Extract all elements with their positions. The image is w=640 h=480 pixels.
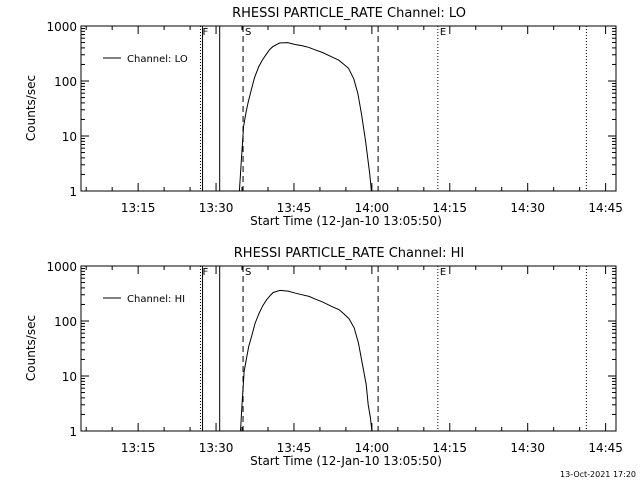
y-tick-label: 1 bbox=[69, 425, 77, 439]
x-tick-label: 14:45 bbox=[588, 441, 623, 455]
x-tick-label: 14:00 bbox=[355, 201, 390, 215]
y-tick-label: 1000 bbox=[46, 20, 77, 34]
marker-flag-label: S bbox=[245, 27, 251, 38]
x-axis-label: Start Time (12-Jan-10 13:05:50) bbox=[250, 214, 442, 228]
y-tick-label: 10 bbox=[62, 130, 77, 144]
x-axis-label: Start Time (12-Jan-10 13:05:50) bbox=[250, 454, 442, 468]
marker-flag-label: F bbox=[202, 27, 208, 38]
chart-panel-hi: RHESSI PARTICLE_RATE Channel: HI 1101001… bbox=[24, 246, 623, 468]
chart-title: RHESSI PARTICLE_RATE Channel: HI bbox=[234, 246, 464, 261]
series-line bbox=[240, 289, 373, 432]
chart-title: RHESSI PARTICLE_RATE Channel: LO bbox=[232, 6, 466, 21]
footer-timestamp: 13-Oct-2021 17:20 bbox=[560, 470, 636, 479]
y-tick-label: 1000 bbox=[46, 260, 77, 274]
x-tick-label: 13:15 bbox=[121, 201, 156, 215]
y-tick-label: 10 bbox=[62, 370, 77, 384]
x-tick-label: 13:30 bbox=[199, 201, 234, 215]
x-tick-label: 14:00 bbox=[355, 441, 390, 455]
x-ticks: 13:15 13:30 13:45 14:00 14:15 14:30 14:45 bbox=[85, 26, 623, 215]
legend-entry: Channel: LO bbox=[127, 54, 188, 65]
x-tick-label: 13:30 bbox=[199, 441, 234, 455]
x-tick-label: 14:30 bbox=[510, 201, 545, 215]
marker-flag-label: E bbox=[440, 267, 446, 278]
x-ticks: 13:15 13:30 13:45 14:00 14:15 14:30 14:45 bbox=[85, 266, 623, 455]
y-axis-label: Counts/sec bbox=[24, 75, 38, 141]
x-tick-label: 14:15 bbox=[432, 441, 467, 455]
legend-entry: Channel: HI bbox=[127, 294, 185, 305]
y-ticks: 1 10 100 1000 bbox=[46, 260, 616, 439]
series-lines bbox=[238, 42, 372, 192]
marker-flag-label: F bbox=[202, 267, 208, 278]
series-line bbox=[238, 42, 372, 192]
y-tick-label: 1 bbox=[69, 185, 77, 199]
x-tick-label: 13:15 bbox=[121, 441, 156, 455]
x-tick-label: 13:45 bbox=[277, 441, 312, 455]
y-ticks: 1 10 100 1000 bbox=[46, 20, 616, 199]
series-lines bbox=[240, 289, 373, 432]
plot-frame bbox=[80, 265, 617, 432]
y-tick-label: 100 bbox=[54, 315, 77, 329]
marker-flag-label: E bbox=[440, 27, 446, 38]
y-tick-label: 100 bbox=[54, 75, 77, 89]
x-tick-label: 14:30 bbox=[510, 441, 545, 455]
y-axis-label: Counts/sec bbox=[24, 315, 38, 381]
marker-flag-label: S bbox=[245, 267, 251, 278]
x-tick-label: 14:15 bbox=[432, 201, 467, 215]
chart-panel-lo: RHESSI PARTICLE_RATE Channel: LO 1101001… bbox=[24, 6, 623, 228]
plot-frame bbox=[80, 25, 617, 192]
x-tick-label: 13:45 bbox=[277, 201, 312, 215]
x-tick-label: 14:45 bbox=[588, 201, 623, 215]
